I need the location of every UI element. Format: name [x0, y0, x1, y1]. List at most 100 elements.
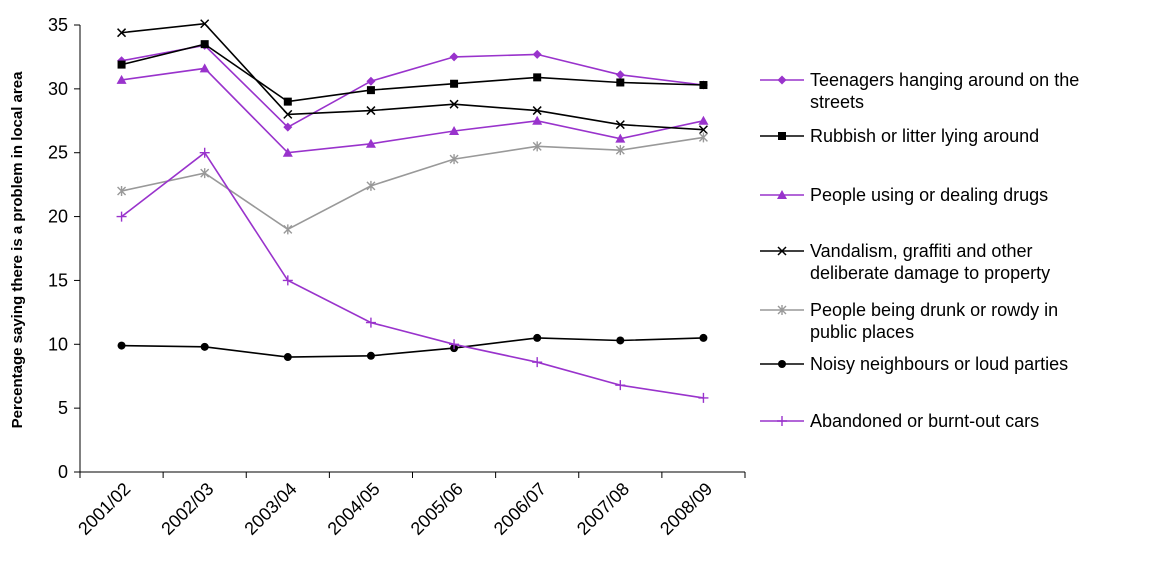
x-tick-label: 2008/09: [656, 479, 716, 539]
data-point: [532, 106, 542, 116]
series-line: [121, 136, 704, 231]
y-tick-label: 25: [48, 143, 68, 163]
data-point: [532, 115, 543, 125]
x-tick-label: 2006/07: [490, 479, 550, 539]
x-tick-label: 2005/06: [407, 479, 467, 539]
data-point: [615, 380, 626, 391]
series-3: [117, 19, 708, 135]
legend-label: Noisy neighbours or loud parties: [810, 354, 1068, 374]
data-point: [200, 342, 209, 351]
data-point: [615, 120, 625, 130]
x-tick-label: 2002/03: [157, 479, 217, 539]
data-point: [449, 339, 460, 350]
data-point: [366, 106, 376, 116]
series-line: [121, 337, 704, 358]
legend-marker: [778, 132, 786, 140]
legend-marker: [777, 305, 787, 315]
data-point: [449, 99, 459, 109]
data-point: [615, 133, 626, 143]
data-point: [533, 73, 542, 82]
data-point: [366, 86, 375, 95]
data-point: [282, 275, 293, 286]
legend-marker: [777, 75, 787, 85]
data-point: [283, 122, 293, 132]
data-point: [698, 115, 709, 125]
y-tick-label: 15: [48, 270, 68, 290]
data-point: [116, 74, 127, 84]
x-tick-label: 2003/04: [240, 479, 300, 539]
legend-label: Teenagers hanging around on the: [810, 70, 1079, 90]
series-2: [116, 63, 709, 157]
legend-label: Vandalism, graffiti and other: [810, 241, 1032, 261]
data-point: [365, 317, 376, 328]
data-point: [449, 52, 459, 62]
data-point: [283, 353, 292, 362]
data-point: [200, 168, 210, 179]
data-point: [616, 336, 625, 345]
legend-item: Rubbish or litter lying around: [760, 126, 1039, 146]
data-point: [283, 109, 293, 119]
legend-item: Noisy neighbours or loud parties: [760, 354, 1068, 374]
data-point: [199, 147, 210, 158]
legend-marker: [778, 360, 786, 368]
data-point: [283, 97, 292, 106]
series-lines: [116, 19, 709, 403]
legend-item: People using or dealing drugs: [760, 185, 1048, 205]
data-point: [117, 28, 127, 38]
data-point: [699, 81, 708, 90]
legend-label: People being drunk or rowdy in: [810, 300, 1058, 320]
data-point: [698, 132, 708, 143]
series-6: [116, 147, 709, 403]
y-tick-label: 10: [48, 334, 68, 354]
legend-label: People using or dealing drugs: [810, 185, 1048, 205]
data-point: [366, 76, 376, 86]
series-line: [121, 22, 704, 131]
data-point: [117, 60, 126, 69]
series-line: [121, 151, 704, 399]
data-point: [533, 333, 542, 342]
legend-marker: [777, 246, 787, 256]
data-point: [200, 19, 210, 29]
series-line: [121, 67, 704, 154]
legend-label: public places: [810, 322, 914, 342]
legend-marker: [777, 190, 787, 199]
data-point: [532, 49, 542, 59]
series-line: [121, 44, 704, 129]
data-point: [116, 211, 127, 222]
data-point: [117, 341, 126, 350]
data-point: [698, 392, 709, 403]
x-tick-label: 2004/05: [324, 479, 384, 539]
x-axis: 2001/02 2002/03 2003/04 2004/05 2005/06 2006/…: [74, 471, 746, 539]
legend-item: Vandalism, graffiti and otherdeliberate …: [760, 241, 1050, 283]
data-point: [449, 126, 460, 136]
data-point: [200, 40, 209, 49]
series-line: [121, 43, 704, 103]
legend-item: Abandoned or burnt-out cars: [760, 411, 1039, 431]
data-point: [283, 224, 293, 235]
data-point: [366, 180, 376, 191]
y-tick-label: 30: [48, 79, 68, 99]
x-tick-label: 2001/02: [74, 479, 134, 539]
data-point: [699, 333, 708, 342]
data-point: [450, 79, 459, 88]
data-point: [532, 357, 543, 368]
data-point: [282, 147, 293, 157]
data-point: [532, 141, 542, 152]
y-tick-label: 0: [58, 462, 68, 482]
legend-label: Abandoned or burnt-out cars: [810, 411, 1039, 431]
legend-label: Rubbish or litter lying around: [810, 126, 1039, 146]
data-point: [366, 351, 375, 360]
y-axis-label: Percentage saying there is a problem in …: [9, 71, 26, 428]
y-tick-label: 20: [48, 207, 68, 227]
series-1: [117, 40, 708, 106]
data-point: [365, 138, 376, 148]
data-point: [615, 145, 625, 156]
data-point: [615, 70, 625, 80]
data-point: [199, 63, 210, 73]
y-tick-label: 35: [48, 15, 68, 35]
legend-label: deliberate damage to property: [810, 263, 1050, 283]
